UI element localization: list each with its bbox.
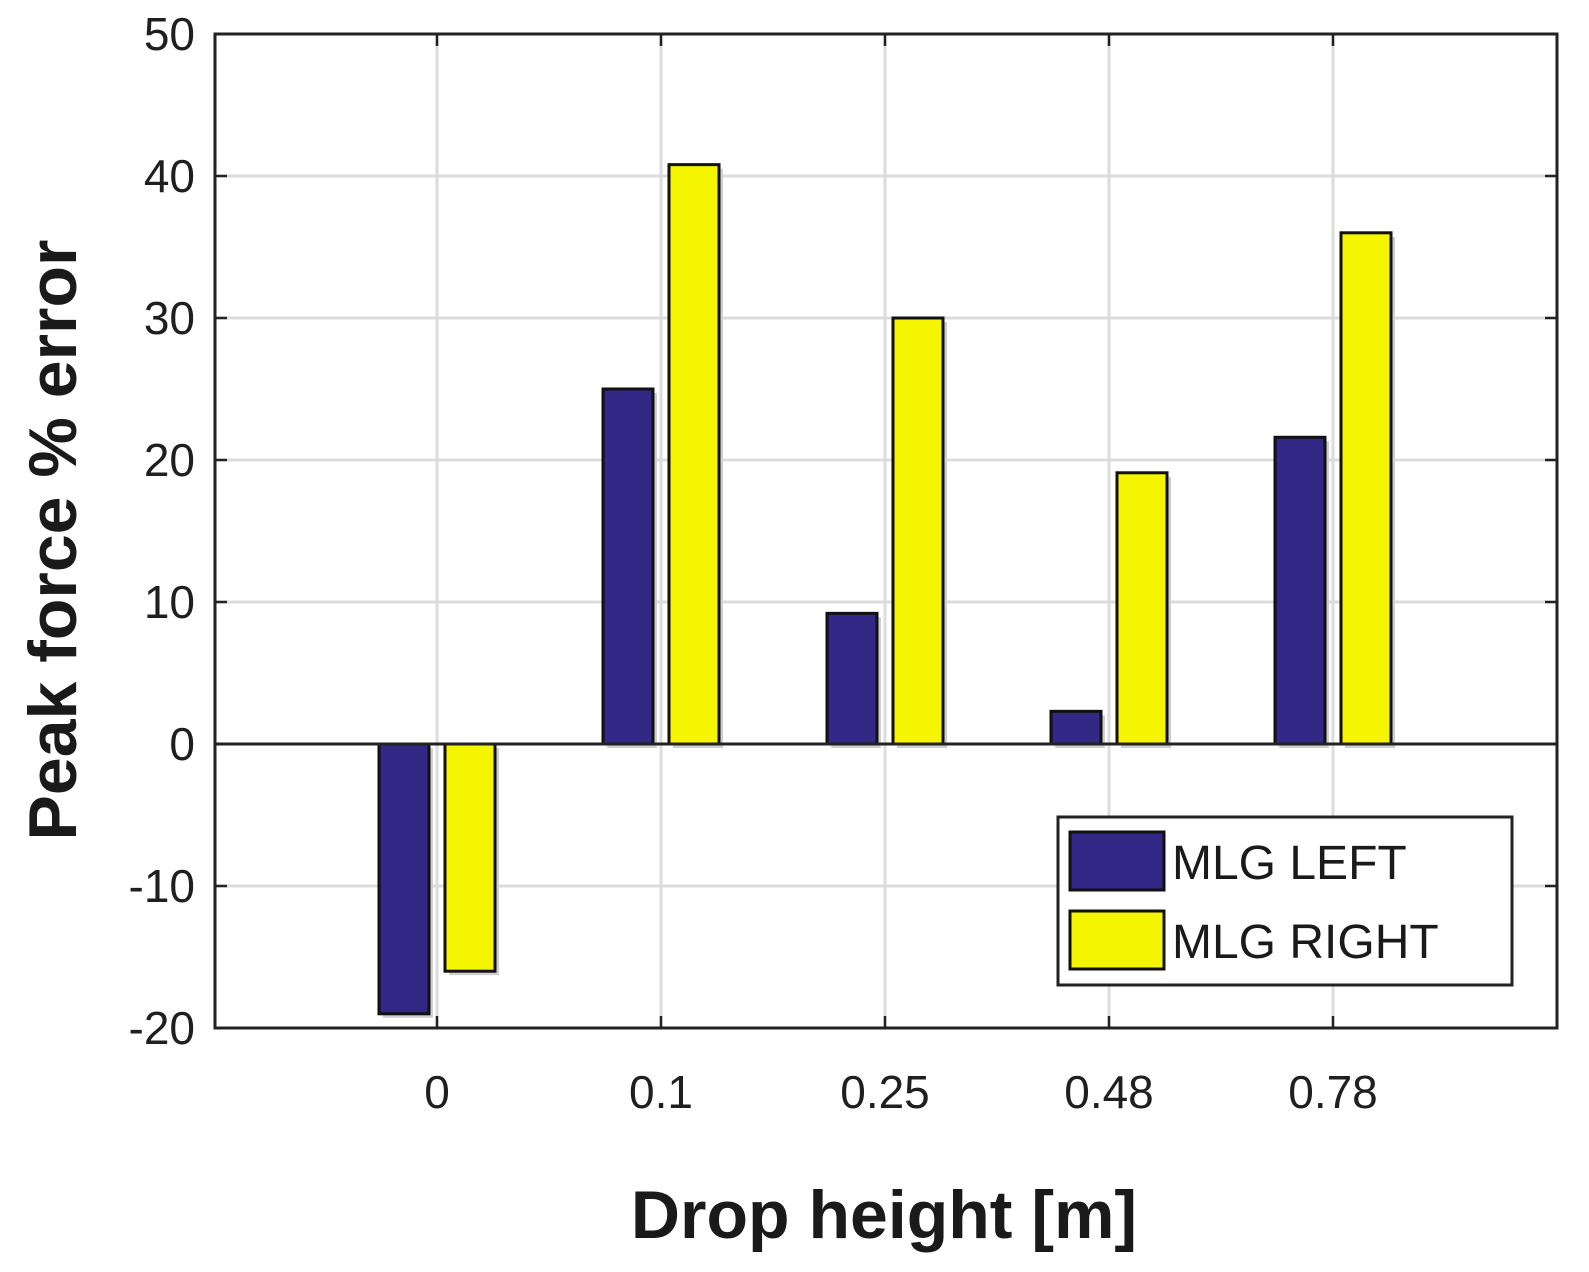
x-tick-label: 0.25: [840, 1066, 930, 1118]
legend-label-mlg-left: MLG LEFT: [1172, 837, 1407, 890]
x-tick-label: 0: [424, 1066, 450, 1118]
y-tick-label: 10: [144, 576, 195, 628]
y-tick-label: -20: [129, 1002, 195, 1054]
bar-mlg-left-0_78: [1273, 435, 1327, 746]
legend-swatch-mlg-right: [1068, 909, 1166, 971]
bar-mlg-right-0: [443, 742, 497, 973]
x-axis-title: Drop height [m]: [631, 1177, 1137, 1253]
y-axis-title: Peak force % error: [15, 240, 91, 841]
x-tick-label: 0.1: [629, 1066, 693, 1118]
bar-mlg-right-0_25: [891, 316, 945, 746]
bar-mlg-right-0_1: [667, 163, 721, 746]
y-tick-label: 20: [144, 434, 195, 486]
x-tick-label: 0.78: [1288, 1066, 1378, 1118]
bar-mlg-left-0_25: [825, 611, 879, 746]
y-tick-label: 50: [144, 8, 195, 60]
tick-layer: -20 -10 0 10 20 30 40 50 0 0.1 0.25 0.48 0.78: [129, 8, 1557, 1118]
y-tick-label: 30: [144, 292, 195, 344]
legend-label-mlg-right: MLG RIGHT: [1172, 916, 1439, 969]
bar-mlg-left-0: [377, 742, 431, 1016]
y-tick-label: 0: [169, 718, 195, 770]
y-tick-label: 40: [144, 150, 195, 202]
y-tick-label: -10: [129, 860, 195, 912]
legend: MLG LEFT MLG RIGHT: [1056, 815, 1514, 987]
bar-mlg-right-0_48: [1115, 471, 1169, 746]
bar-layer: [377, 163, 1395, 1018]
bar-mlg-right-0_78: [1339, 231, 1393, 746]
legend-swatch-mlg-left: [1068, 830, 1166, 892]
x-tick-label: 0.48: [1064, 1066, 1154, 1118]
bar-mlg-left-0_48: [1049, 709, 1103, 746]
bar-mlg-left-0_1: [601, 387, 655, 746]
